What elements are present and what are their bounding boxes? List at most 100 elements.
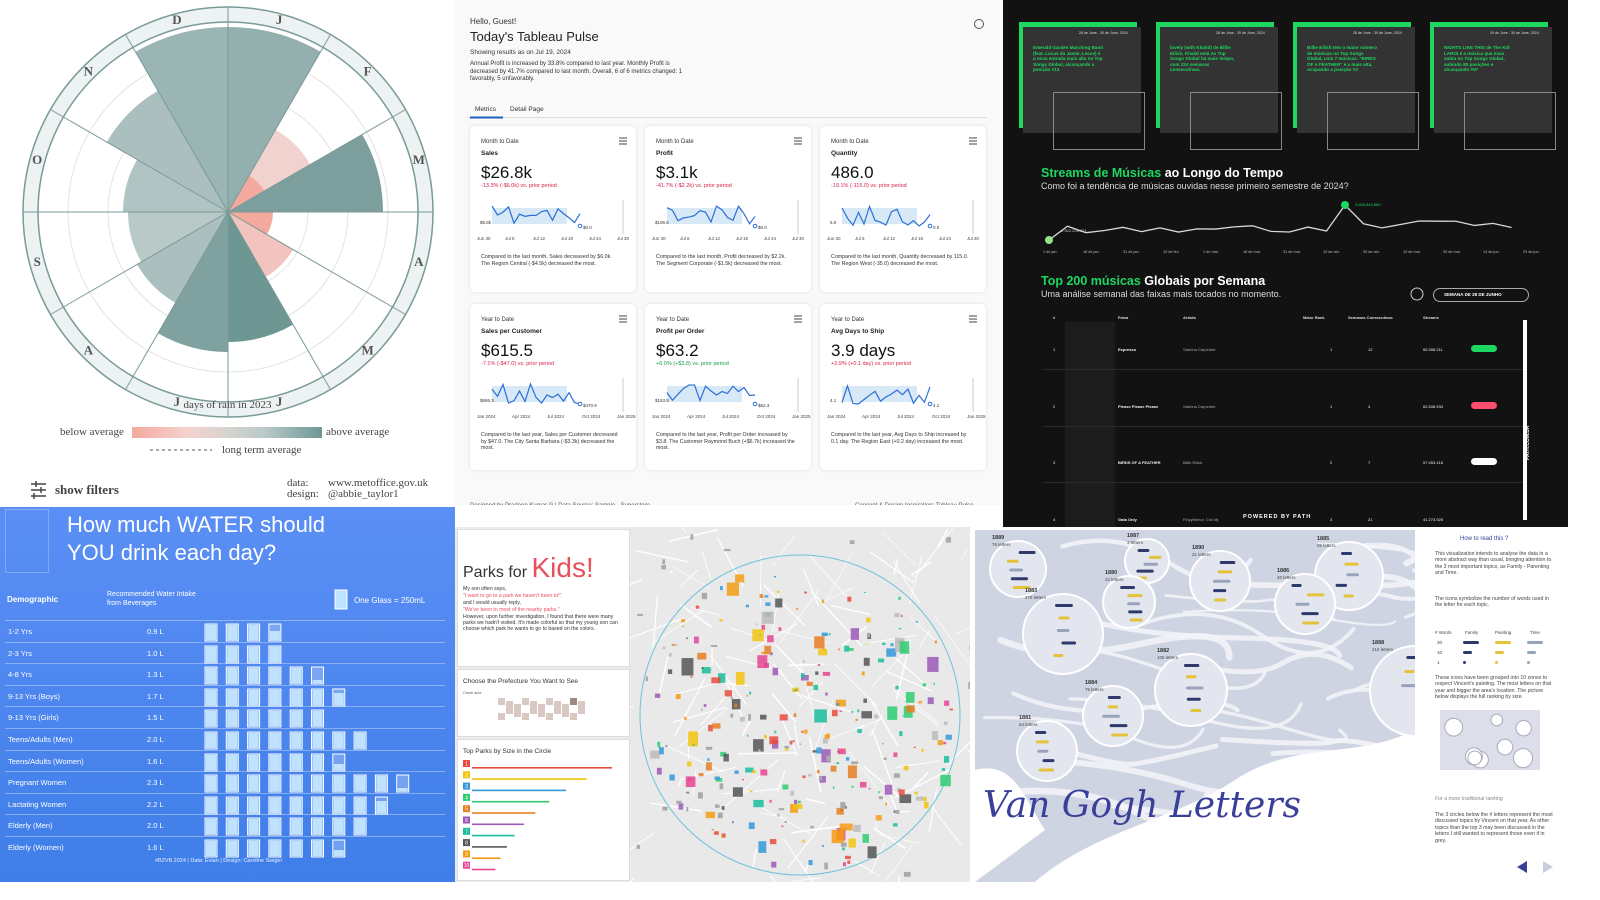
key-icon (1463, 661, 1466, 664)
park (708, 724, 713, 732)
row-intake: 2.3 L (147, 778, 164, 788)
spark-start: $686.3 (480, 398, 494, 403)
glasses (204, 839, 346, 858)
prefecture-cell[interactable] (546, 698, 553, 705)
footer: #B2VB 2024 | Data: Evian | Design: Carol… (155, 858, 283, 864)
street (667, 745, 724, 773)
park (753, 739, 764, 752)
park (941, 768, 946, 771)
park (893, 752, 898, 758)
prefecture-cell[interactable] (570, 713, 577, 720)
outer-park (826, 755, 831, 762)
park (943, 756, 950, 763)
arrow-left[interactable] (1517, 861, 1527, 873)
outer-park (883, 757, 887, 761)
how-text: The icons symbolize the number of words … (1435, 596, 1549, 609)
powered-by: POWERED BY PATH (1243, 514, 1312, 520)
word-icon (1034, 731, 1047, 734)
park (899, 641, 910, 654)
tab[interactable]: Metrics (475, 106, 496, 113)
prefecture-cell[interactable] (562, 710, 569, 717)
prefecture-cell[interactable] (554, 707, 561, 714)
prefecture-cell[interactable] (578, 701, 585, 708)
greeting: Hello, Guest! (470, 17, 517, 26)
spark-axis-label: Oct 2024 (932, 414, 951, 419)
word-icon (1346, 573, 1360, 577)
sketch-circle (1512, 748, 1534, 769)
glass-water (291, 711, 302, 727)
park (714, 776, 720, 780)
card-value: 486.0 (831, 163, 874, 182)
row-intake: 0.9 L (147, 627, 164, 636)
rank-chip (463, 850, 470, 858)
street (799, 661, 815, 716)
prefecture-cell[interactable] (514, 704, 521, 711)
spoke (227, 211, 406, 315)
word-icon (1183, 664, 1200, 667)
prefecture-cell[interactable] (514, 710, 521, 717)
park (656, 767, 662, 775)
week-selector[interactable]: SEMANA DE 28 DE JUNHO (1433, 288, 1529, 302)
prefecture-cell[interactable] (538, 704, 545, 711)
park (715, 777, 723, 782)
prefecture-cell[interactable] (562, 704, 569, 711)
spark-start: $6.8k (480, 220, 492, 225)
month-label: A (84, 343, 94, 358)
sparkline-path (666, 384, 756, 403)
prefecture-cell[interactable] (530, 707, 537, 714)
glasses (204, 817, 367, 836)
prefecture-cell[interactable] (498, 698, 505, 705)
park (922, 796, 927, 802)
wedge (135, 27, 228, 212)
fact-text: Emerald Garden Marching Band (feat. Luca… (1033, 45, 1103, 73)
key-icon (1463, 651, 1472, 654)
card-metric: Sales per Customer (481, 328, 543, 335)
park (851, 785, 854, 788)
prefecture-cell[interactable] (506, 701, 513, 708)
spark-axis-label: Jul 2024 (897, 414, 915, 419)
glass-water (206, 754, 216, 770)
story-line: However, upon further investigation, I f… (463, 614, 618, 633)
glass-water (269, 733, 280, 748)
sketch-circle (1515, 720, 1532, 737)
street (791, 877, 822, 882)
street (787, 816, 829, 869)
prefecture-cell[interactable] (530, 701, 537, 708)
glass-water (376, 800, 387, 813)
street (770, 875, 776, 882)
glasses (204, 774, 410, 793)
word-icon (1335, 583, 1348, 587)
prefecture-cell[interactable] (578, 707, 585, 714)
arrow-right[interactable] (1543, 861, 1553, 873)
rank-number: 3 (465, 784, 468, 790)
glasses (204, 709, 324, 728)
park (857, 709, 860, 713)
park (898, 596, 901, 600)
row-intake: 2.2 L (147, 799, 164, 809)
prefecture-cell[interactable] (506, 707, 513, 714)
outer-park (903, 871, 911, 877)
row-intake: 1.7 L (147, 691, 164, 701)
letters-label: 22 letters (1105, 577, 1124, 582)
prefecture-cell[interactable] (498, 713, 505, 720)
word-icon (1042, 759, 1055, 763)
prefecture-cell[interactable] (522, 698, 529, 705)
rank-number: 1 (465, 762, 468, 768)
street (630, 579, 643, 586)
prefecture-cell[interactable] (522, 713, 529, 720)
parks-panel: Parks for Kids! My son often says, "I want… (455, 527, 970, 882)
prefecture-cell[interactable] (554, 701, 561, 708)
prefecture-cell[interactable] (538, 710, 545, 717)
prefecture-cell[interactable] (546, 713, 553, 720)
prefecture-cell[interactable] (570, 698, 577, 705)
word-icon (1111, 733, 1128, 737)
word-icon (1213, 598, 1227, 602)
rank-chip (463, 760, 470, 767)
sparkline-end (752, 223, 758, 229)
park (865, 643, 868, 645)
show-filters[interactable]: show filters (55, 482, 119, 497)
year-label: 1880 (1105, 570, 1118, 576)
tab[interactable]: Detail Page (510, 106, 544, 113)
filter-icon[interactable] (31, 481, 46, 499)
date-label: 30 de abr. (1363, 250, 1380, 254)
